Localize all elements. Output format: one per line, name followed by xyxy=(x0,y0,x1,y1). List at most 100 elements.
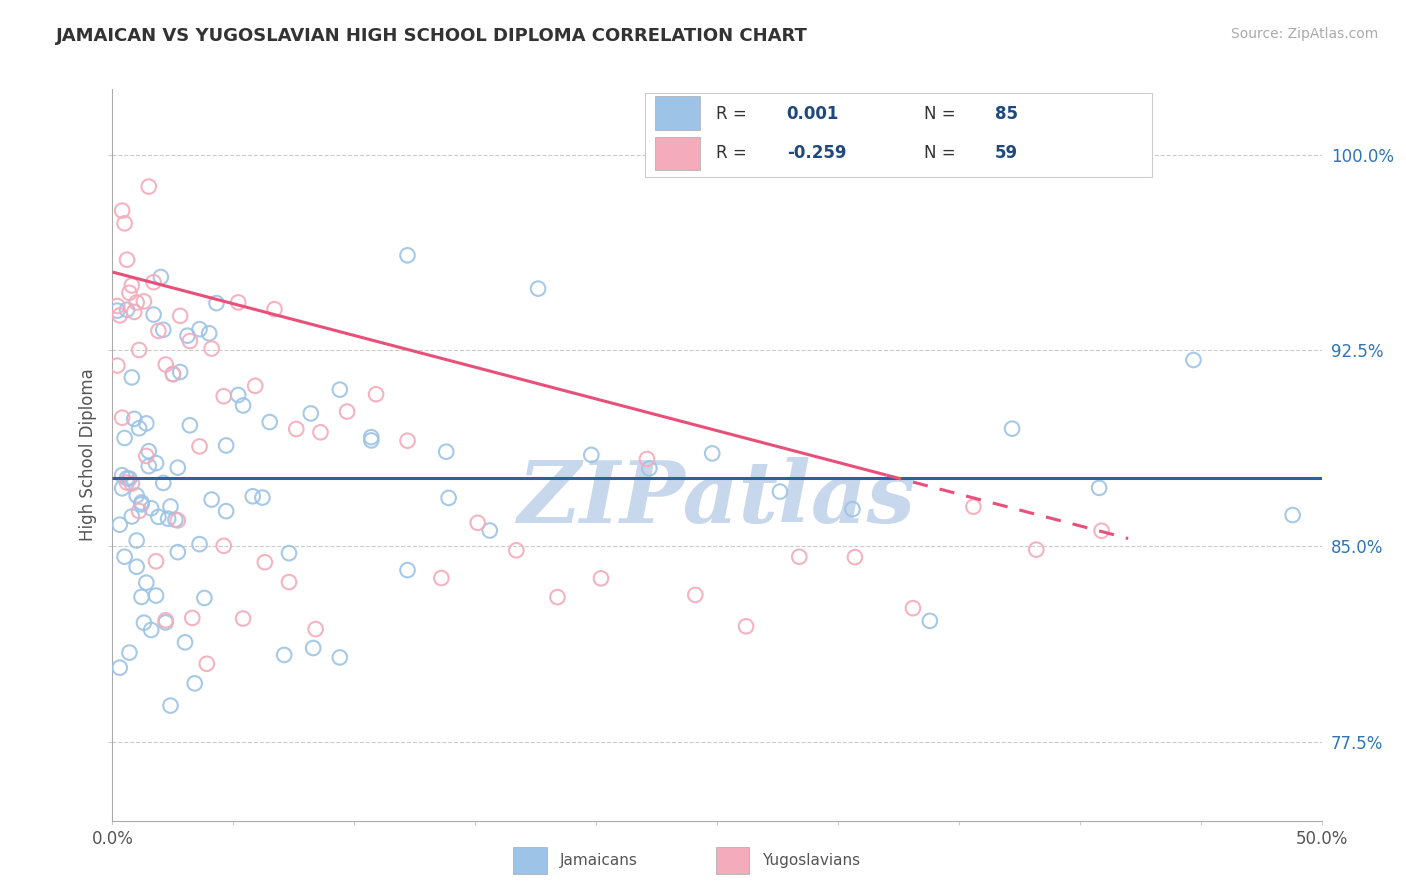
Point xyxy=(183,676,205,690)
Point xyxy=(304,622,326,636)
Point xyxy=(360,430,382,444)
Point xyxy=(131,497,153,511)
Point xyxy=(169,365,191,379)
Point xyxy=(125,295,148,310)
Point xyxy=(1182,353,1205,368)
Point xyxy=(299,406,322,420)
Point xyxy=(115,471,138,485)
Text: Jamaicans: Jamaicans xyxy=(560,854,637,868)
Point xyxy=(114,431,136,445)
Point xyxy=(278,546,301,560)
Point xyxy=(122,305,145,319)
Point xyxy=(125,559,148,574)
Point xyxy=(188,322,211,336)
Point xyxy=(546,590,568,604)
Point xyxy=(841,502,863,516)
Point xyxy=(148,509,170,524)
Point xyxy=(226,388,249,402)
Point xyxy=(1001,422,1024,436)
Point xyxy=(232,399,254,413)
Point xyxy=(253,555,276,569)
Point xyxy=(108,309,131,323)
Point xyxy=(396,563,419,577)
Point xyxy=(467,516,489,530)
Point xyxy=(787,549,810,564)
Point xyxy=(128,421,150,435)
Point xyxy=(155,358,177,372)
Point xyxy=(159,698,181,713)
Point xyxy=(148,324,170,338)
Point xyxy=(111,410,134,425)
Point xyxy=(1025,542,1047,557)
Point xyxy=(132,294,155,309)
Point xyxy=(115,475,138,490)
Point xyxy=(131,590,153,604)
Point xyxy=(396,434,419,448)
Point xyxy=(114,216,136,230)
Point xyxy=(159,500,181,514)
Point xyxy=(193,591,215,605)
Point xyxy=(589,571,612,585)
Point xyxy=(122,412,145,426)
Point xyxy=(105,299,128,313)
Point xyxy=(162,368,184,382)
Point xyxy=(125,533,148,548)
Point xyxy=(302,640,325,655)
Point xyxy=(131,495,153,509)
Point xyxy=(138,459,160,474)
Point xyxy=(188,537,211,551)
Point xyxy=(152,475,174,490)
Point xyxy=(115,252,138,267)
Point xyxy=(243,379,266,393)
Point xyxy=(138,179,160,194)
Point xyxy=(478,524,501,538)
Point xyxy=(918,614,941,628)
Point xyxy=(198,326,221,341)
Point xyxy=(169,309,191,323)
Point xyxy=(108,517,131,532)
Point xyxy=(118,471,141,485)
Point xyxy=(157,511,180,525)
Point xyxy=(278,575,301,590)
Point xyxy=(638,461,661,475)
Point xyxy=(128,504,150,518)
Point xyxy=(165,513,187,527)
Point xyxy=(149,270,172,285)
Point xyxy=(125,488,148,502)
Point xyxy=(174,635,197,649)
Point xyxy=(201,492,224,507)
Point xyxy=(142,275,165,289)
Point xyxy=(111,468,134,483)
Point xyxy=(145,456,167,470)
Point xyxy=(135,417,157,431)
Point xyxy=(527,282,550,296)
Text: JAMAICAN VS YUGOSLAVIAN HIGH SCHOOL DIPLOMA CORRELATION CHART: JAMAICAN VS YUGOSLAVIAN HIGH SCHOOL DIPL… xyxy=(56,27,808,45)
Point xyxy=(505,543,527,558)
Y-axis label: High School Diploma: High School Diploma xyxy=(79,368,97,541)
Point xyxy=(111,481,134,495)
Point xyxy=(702,446,724,460)
Point xyxy=(121,476,143,491)
Point xyxy=(263,302,285,317)
Point xyxy=(430,571,453,585)
Point xyxy=(212,389,235,403)
Point xyxy=(176,328,198,343)
Point xyxy=(115,302,138,317)
Point xyxy=(166,545,188,559)
Point xyxy=(329,383,352,397)
Text: Source: ZipAtlas.com: Source: ZipAtlas.com xyxy=(1230,27,1378,41)
Point xyxy=(145,589,167,603)
Point xyxy=(364,387,387,401)
Point xyxy=(360,434,382,448)
Point xyxy=(162,367,184,381)
Point xyxy=(685,588,707,602)
Point xyxy=(735,619,758,633)
Point xyxy=(195,657,218,671)
Point xyxy=(114,549,136,564)
Point xyxy=(181,611,204,625)
Point xyxy=(135,449,157,463)
FancyBboxPatch shape xyxy=(716,847,749,874)
Point xyxy=(138,444,160,458)
Point xyxy=(437,491,460,505)
Point xyxy=(215,438,238,452)
